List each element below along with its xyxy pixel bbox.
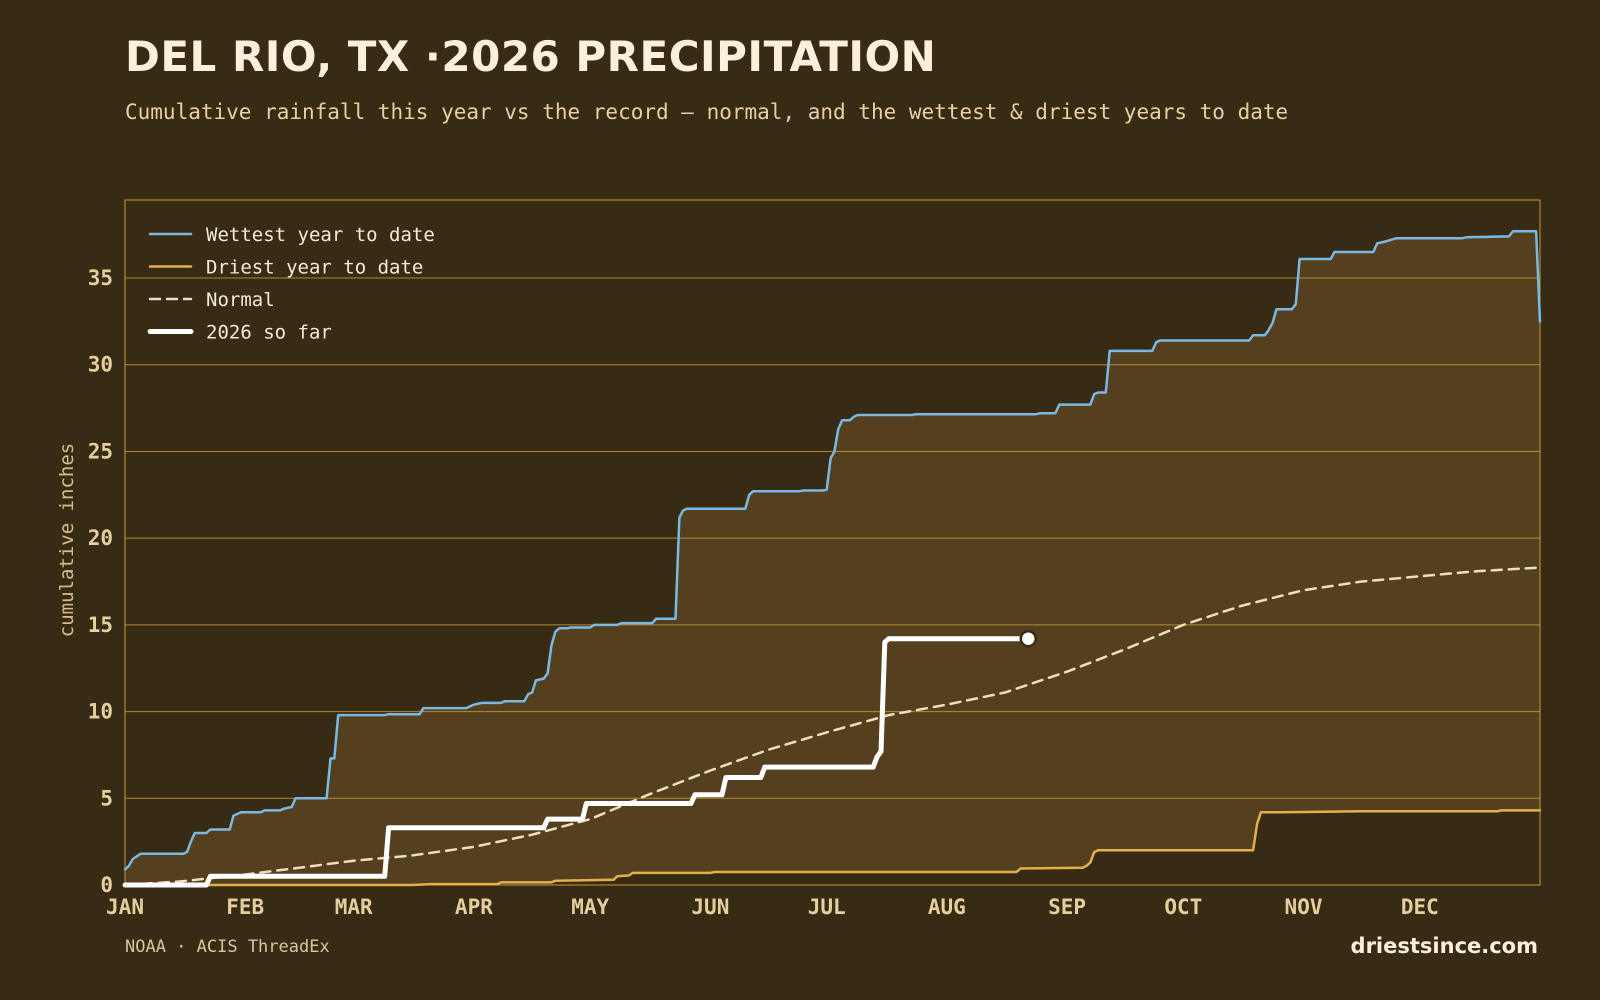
series-line-normal <box>123 566 1542 887</box>
y-tick-label-35: 35 <box>88 266 113 290</box>
x-tick-label-apr: APR <box>455 895 493 919</box>
chart-title: DEL RIO, TX ·2026 PRECIPITATION <box>125 32 937 81</box>
series-line-wettest <box>123 229 1542 871</box>
x-tick-label-mar: MAR <box>335 895 373 919</box>
x-tick-label-may: MAY <box>571 895 609 919</box>
legend-label-wettest: Wettest year to date <box>206 224 435 246</box>
brand-link[interactable]: driestsince.com <box>1350 934 1538 958</box>
x-tick-label-nov: NOV <box>1285 895 1323 919</box>
y-tick-label-5: 5 <box>100 786 113 810</box>
x-tick-label-jun: JUN <box>691 895 729 919</box>
x-tick-label-aug: AUG <box>928 895 966 919</box>
legend-label-normal: Normal <box>206 289 275 311</box>
range-band-layer <box>125 231 1540 885</box>
x-tick-label-feb: FEB <box>226 895 264 919</box>
gridlines <box>125 277 1540 799</box>
y-axis-label: cumulative inches <box>56 443 78 637</box>
series-layer <box>122 229 1542 888</box>
series-line-driest <box>123 809 1542 887</box>
legend-label-driest: Driest year to date <box>206 257 423 279</box>
current-endpoint-marker <box>1019 629 1038 648</box>
legend: Wettest year to date Driest year to date N… <box>147 224 435 344</box>
axis-labels: 0 5 10 15 20 25 30 35 JAN FEB MAR APR MAY JUN JUL AUG SE… <box>88 266 1439 919</box>
y-tick-label-25: 25 <box>88 439 113 463</box>
chart-subtitle: Cumulative rainfall this year vs the rec… <box>125 100 1289 124</box>
y-tick-label-30: 30 <box>88 353 113 377</box>
source-note: NOAA · ACIS ThreadEx <box>125 937 330 957</box>
y-tick-label-15: 15 <box>88 613 113 637</box>
wettest-driest-range-band <box>125 231 1540 885</box>
x-tick-label-sep: SEP <box>1048 895 1086 919</box>
x-tick-label-jul: JUL <box>808 895 846 919</box>
series-line-current <box>122 636 1031 888</box>
y-tick-label-20: 20 <box>88 526 113 550</box>
legend-label-current: 2026 so far <box>206 322 332 344</box>
y-tick-label-0: 0 <box>100 873 113 897</box>
plot-frame <box>124 199 1541 886</box>
x-tick-label-jan: JAN <box>106 895 144 919</box>
y-tick-label-10: 10 <box>88 700 113 724</box>
x-tick-label-oct: OCT <box>1164 895 1202 919</box>
x-tick-label-dec: DEC <box>1401 895 1439 919</box>
